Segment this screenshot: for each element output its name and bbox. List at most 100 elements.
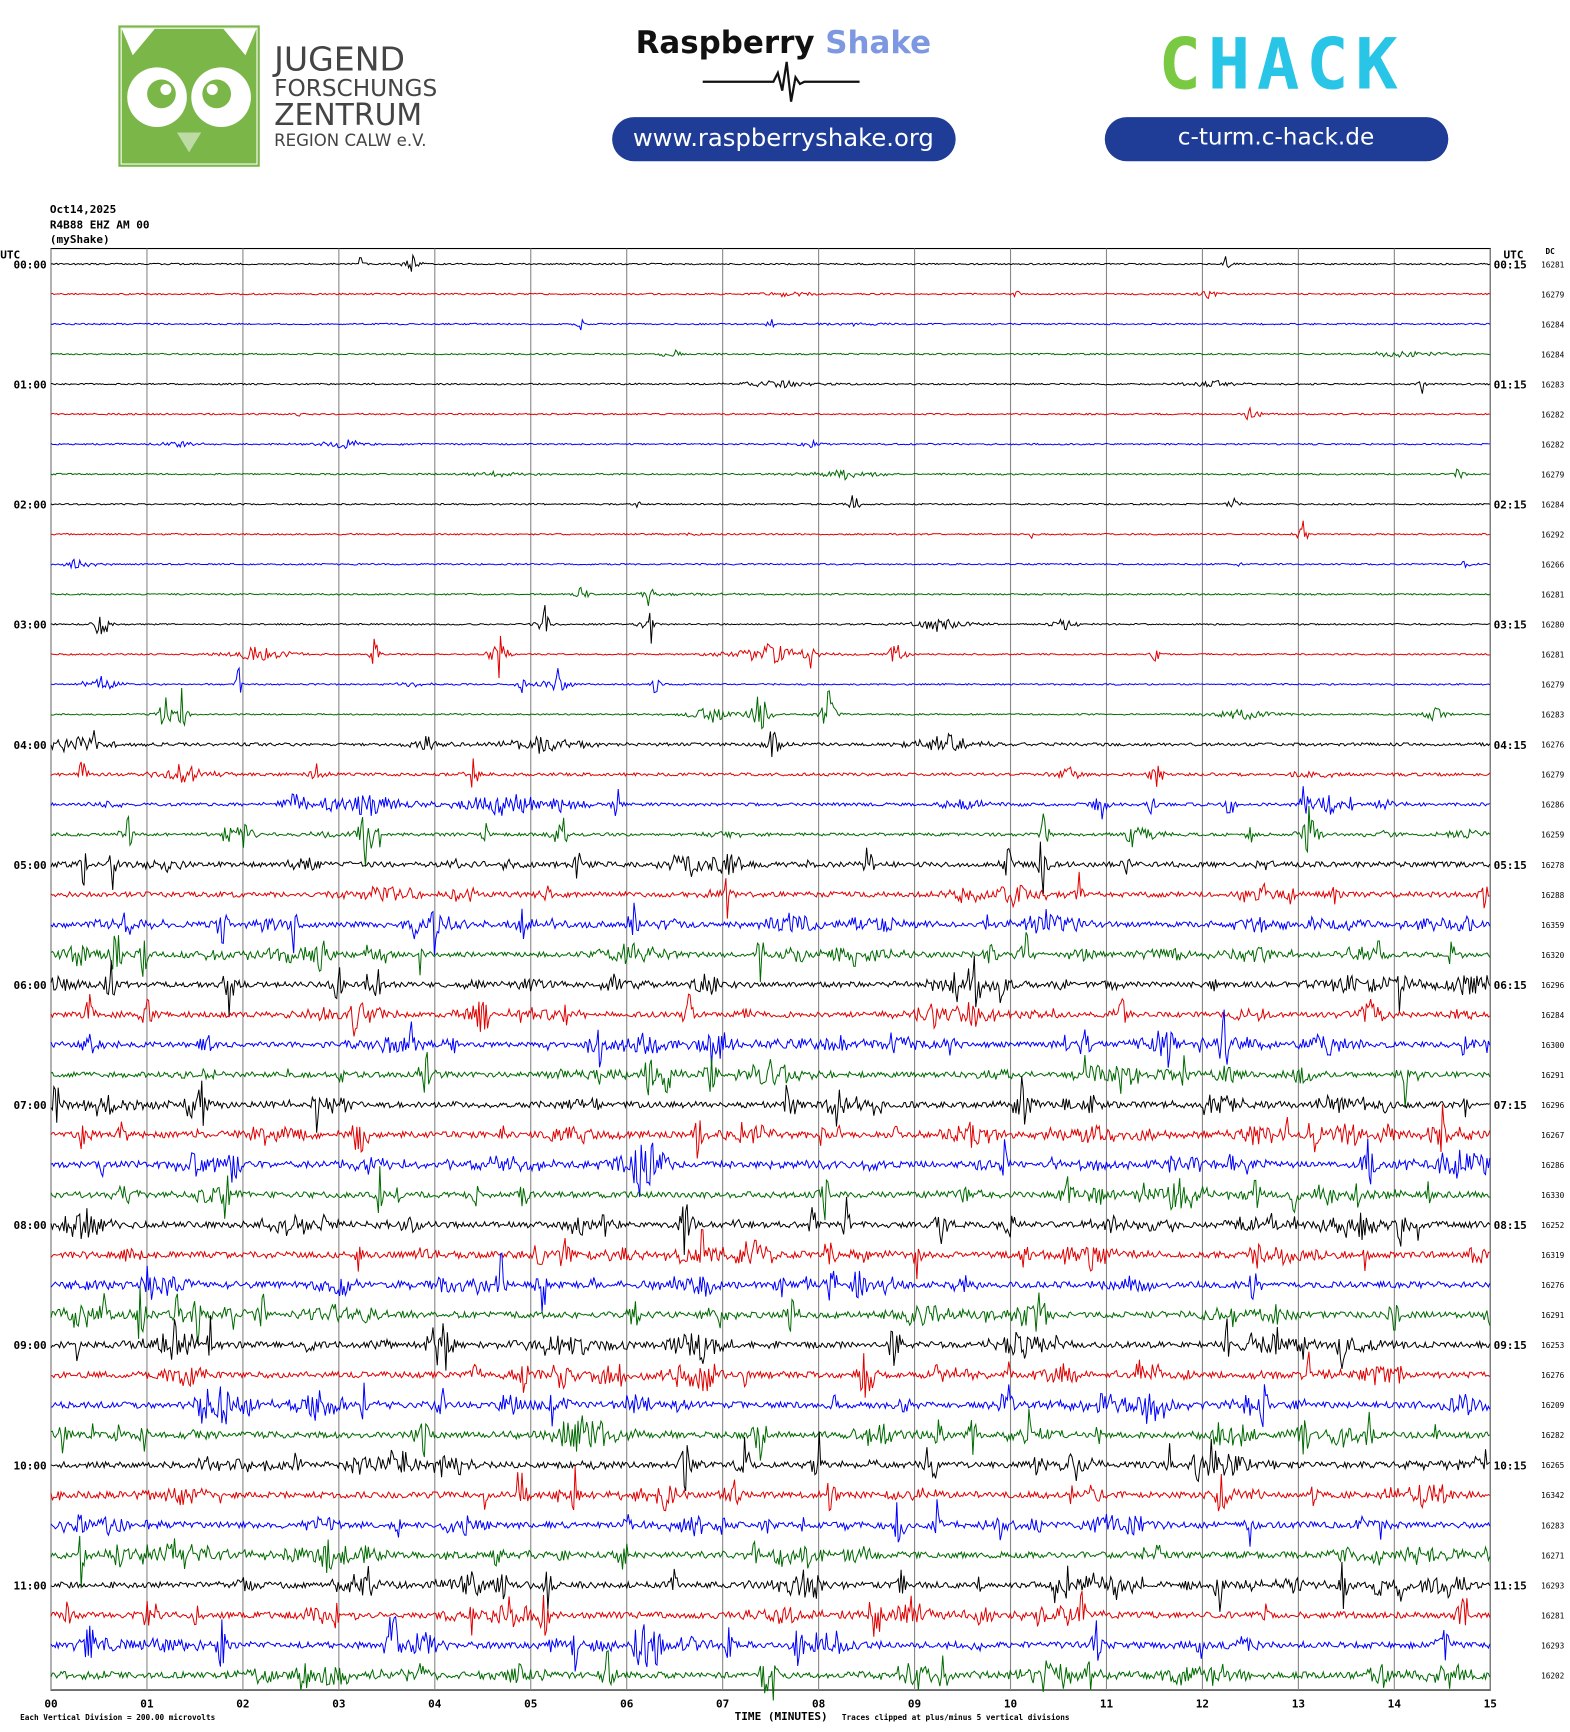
x-tick-label: 15 bbox=[1484, 1698, 1497, 1711]
dc-value: 16282 bbox=[1541, 440, 1564, 449]
seismic-trace bbox=[50, 902, 1491, 956]
hour-label-right: 08:15 bbox=[1494, 1219, 1527, 1232]
dc-value: 16281 bbox=[1541, 591, 1565, 600]
seismic-trace bbox=[50, 786, 1491, 820]
dc-value: 16359 bbox=[1541, 921, 1565, 930]
clip-note: Traces clipped at plus/minus 5 vertical … bbox=[842, 1713, 1070, 1722]
hour-label-right: 10:15 bbox=[1494, 1459, 1527, 1472]
chack-logo: CHACK c-turm.c-hack.de bbox=[1104, 22, 1449, 162]
seismic-trace bbox=[50, 1052, 1491, 1108]
dc-value: 16286 bbox=[1541, 801, 1565, 810]
dc-value: 16282 bbox=[1541, 410, 1564, 419]
x-tick-label: 00 bbox=[44, 1698, 57, 1711]
seismic-trace bbox=[50, 1287, 1491, 1344]
jfz-text: FORSCHUNGS bbox=[274, 75, 437, 102]
seismic-trace bbox=[50, 605, 1490, 644]
seismic-trace bbox=[50, 955, 1491, 1017]
seismic-trace bbox=[50, 932, 1491, 983]
hour-label: 04:00 bbox=[13, 739, 46, 752]
seismic-trace bbox=[50, 586, 1491, 607]
seismic-trace bbox=[50, 438, 1490, 450]
seismic-trace bbox=[50, 1649, 1491, 1701]
hour-label: 08:00 bbox=[13, 1219, 46, 1232]
dc-value: 16300 bbox=[1541, 1041, 1565, 1050]
scale-note: Each Vertical Division = 200.00 microvol… bbox=[20, 1713, 216, 1722]
dc-value: 16281 bbox=[1541, 1611, 1565, 1620]
date: Oct14,2025 bbox=[50, 203, 116, 216]
dc-value: 16330 bbox=[1541, 1191, 1565, 1200]
chack-text: CHACK bbox=[1159, 22, 1405, 105]
seismic-trace bbox=[50, 730, 1491, 758]
x-tick-label: 06 bbox=[620, 1698, 634, 1711]
rs-brand: Raspberry Shake bbox=[636, 25, 931, 61]
x-tick-label: 11 bbox=[1100, 1698, 1114, 1711]
right-axis-title: UTC bbox=[1504, 248, 1524, 261]
dc-value: 16271 bbox=[1541, 1551, 1565, 1560]
x-tick-label: 05 bbox=[524, 1698, 537, 1711]
x-tick-label: 12 bbox=[1196, 1698, 1209, 1711]
hour-label-right: 05:15 bbox=[1494, 859, 1527, 872]
seismic-trace bbox=[50, 1315, 1491, 1371]
seismic-trace bbox=[50, 1138, 1491, 1198]
hour-label: 11:00 bbox=[13, 1579, 46, 1592]
x-tick-label: 08 bbox=[812, 1698, 825, 1711]
hour-label-right: 04:15 bbox=[1494, 739, 1527, 752]
seismic-trace bbox=[50, 1196, 1491, 1255]
seismic-trace bbox=[50, 1408, 1491, 1461]
x-tick-label: 02 bbox=[236, 1698, 249, 1711]
dc-value: 16267 bbox=[1541, 1131, 1565, 1140]
dc-value: 16252 bbox=[1541, 1221, 1564, 1230]
dc-value: 16291 bbox=[1541, 1311, 1565, 1320]
x-tick-label: 10 bbox=[1004, 1698, 1017, 1711]
dc-value: 16291 bbox=[1541, 1071, 1565, 1080]
seismic-trace bbox=[50, 666, 1491, 694]
hour-label-right: 02:15 bbox=[1494, 499, 1527, 512]
dc-value: 16284 bbox=[1541, 320, 1565, 329]
dc-value: 16293 bbox=[1541, 1581, 1565, 1590]
hour-label-right: 11:15 bbox=[1494, 1579, 1527, 1592]
x-tick-label: 04 bbox=[428, 1698, 442, 1711]
jfz-logo: JUGEND FORSCHUNGS ZENTRUM REGION CALW e.… bbox=[118, 25, 437, 167]
hour-label-right: 06:15 bbox=[1494, 979, 1527, 992]
x-tick-label: 03 bbox=[332, 1698, 345, 1711]
left-axis-title: UTC bbox=[0, 248, 20, 261]
dc-value: 16283 bbox=[1541, 711, 1565, 720]
chack-url[interactable]: c-turm.c-hack.de bbox=[1178, 124, 1375, 151]
hour-label: 10:00 bbox=[13, 1459, 46, 1472]
seismic-trace bbox=[50, 1591, 1491, 1637]
jfz-text: REGION CALW e.V. bbox=[274, 131, 426, 150]
dc-value: 16283 bbox=[1541, 380, 1565, 389]
hour-label: 05:00 bbox=[13, 859, 46, 872]
x-tick-label: 13 bbox=[1292, 1698, 1305, 1711]
hour-label: 03:00 bbox=[13, 619, 46, 632]
dc-value: 16278 bbox=[1541, 861, 1565, 870]
dc-value: 16284 bbox=[1541, 1011, 1565, 1020]
seismic-trace bbox=[50, 688, 1491, 730]
dc-value: 16319 bbox=[1541, 1251, 1565, 1260]
dc-value: 16283 bbox=[1541, 1521, 1565, 1530]
seismic-trace bbox=[50, 1466, 1491, 1512]
dc-value: 16265 bbox=[1541, 1461, 1565, 1470]
hour-label-right: 00:15 bbox=[1494, 258, 1527, 271]
seismic-trace bbox=[50, 1431, 1491, 1492]
seismic-trace bbox=[50, 993, 1491, 1037]
seismic-trace bbox=[50, 253, 1491, 272]
dc-value: 16284 bbox=[1541, 350, 1565, 359]
hour-label-right: 07:15 bbox=[1494, 1099, 1527, 1112]
dc-value: 16296 bbox=[1541, 981, 1565, 990]
hour-label-right: 09:15 bbox=[1494, 1339, 1527, 1352]
rs-url[interactable]: www.raspberryshake.org bbox=[633, 123, 934, 152]
dc-value: 16282 bbox=[1541, 1431, 1564, 1440]
hour-label: 01:00 bbox=[13, 379, 46, 392]
x-tick-label: 09 bbox=[908, 1698, 921, 1711]
seismic-trace bbox=[50, 290, 1491, 300]
seismic-trace bbox=[50, 1104, 1491, 1159]
dc-value: 16276 bbox=[1541, 741, 1565, 750]
dc-value: 16276 bbox=[1541, 1371, 1565, 1380]
seismic-trace bbox=[50, 468, 1490, 481]
seismic-trace bbox=[50, 841, 1491, 895]
seismic-trace bbox=[50, 1076, 1491, 1133]
seismic-trace bbox=[50, 1351, 1491, 1398]
dc-value: 16296 bbox=[1541, 1101, 1565, 1110]
